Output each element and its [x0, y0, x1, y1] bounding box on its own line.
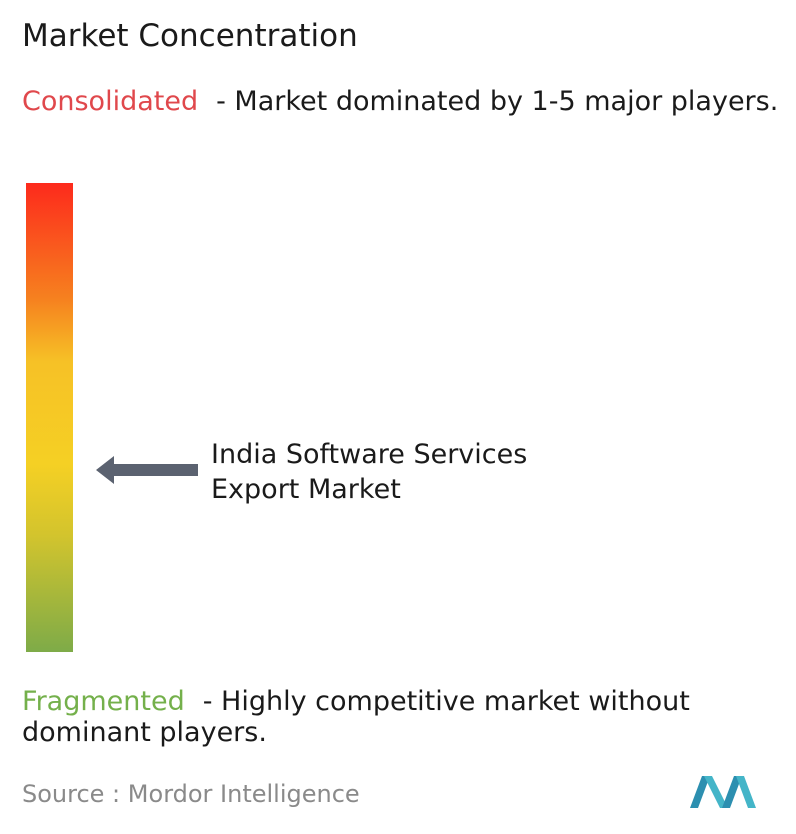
- arrow: [96, 456, 198, 484]
- logo-part: [690, 776, 710, 808]
- market-label: India Software Services Export Market: [211, 439, 528, 505]
- consolidated-description: - Market dominated by 1-5 major players.: [216, 86, 779, 117]
- fragmented-label: Fragmented: [22, 686, 185, 717]
- consolidated-row: Consolidated - Market dominated by 1-5 ma…: [22, 86, 792, 117]
- source-label: Source :: [22, 780, 121, 808]
- fragmented-description: - Highly competitive market without domi…: [22, 686, 690, 748]
- consolidated-label: Consolidated: [22, 86, 199, 117]
- concentration-gradient: [26, 183, 73, 652]
- arrow-shape: [96, 456, 198, 484]
- logo-part: [722, 776, 742, 808]
- fragmented-row: Fragmented - Highly competitive market wi…: [22, 686, 792, 748]
- logo-part: [736, 776, 756, 808]
- source-name: Mordor Intelligence: [127, 780, 360, 808]
- logo-part: [704, 776, 728, 808]
- source: Source : Mordor Intelligence: [22, 780, 360, 808]
- title: Market Concentration: [22, 18, 358, 54]
- logo: [690, 776, 756, 808]
